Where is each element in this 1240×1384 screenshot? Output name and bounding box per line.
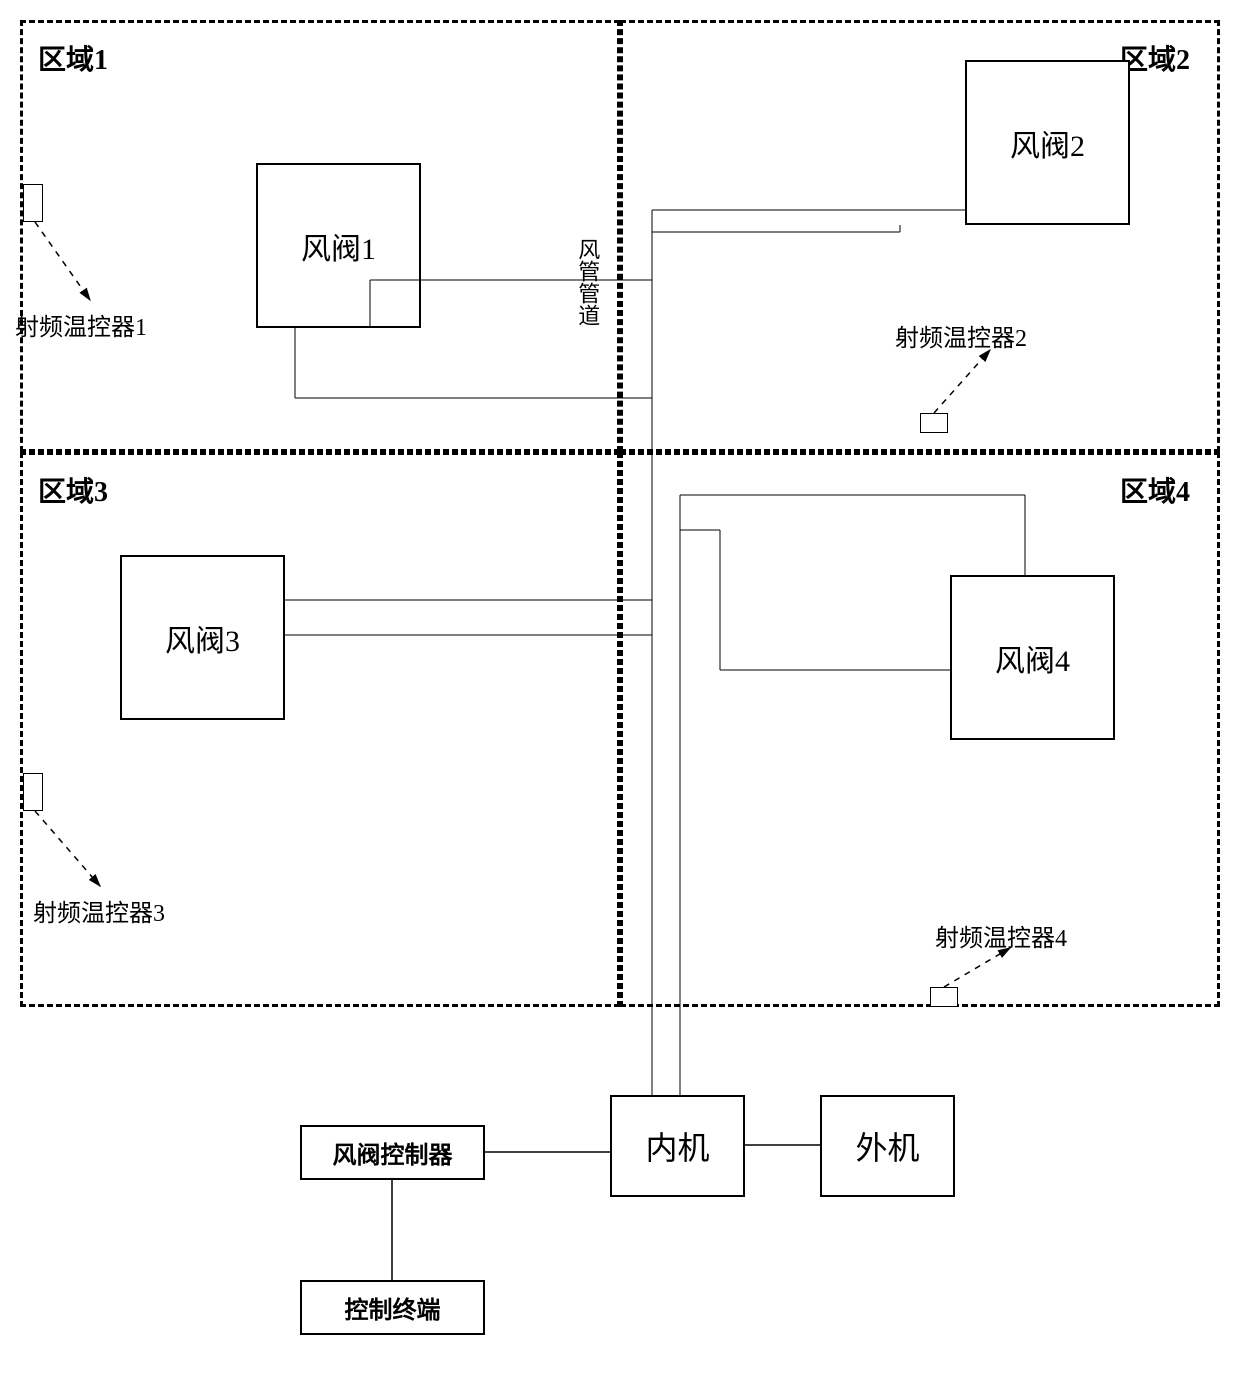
damper-3: 风阀3 — [120, 555, 285, 720]
zone-2-label: 区域2 — [1120, 38, 1190, 78]
damper-4-label: 风阀4 — [995, 636, 1070, 680]
damper-2: 风阀2 — [965, 60, 1130, 225]
duct-label: 风管管道 — [575, 238, 599, 331]
duct-label-text: 风管管道 — [575, 238, 600, 326]
zone-4 — [620, 452, 1220, 1007]
damper-2-label: 风阀2 — [1010, 121, 1085, 165]
thermostat-2-sensor — [920, 413, 948, 433]
thermostat-1-sensor — [23, 184, 43, 222]
thermostat-4-sensor — [930, 987, 958, 1007]
thermostat-1-label: 射频温控器1 — [15, 307, 147, 342]
zone-3-label: 区域3 — [38, 470, 108, 510]
diagram-canvas: 区域1 区域2 区域3 区域4 风阀1 风阀2 风阀3 风阀4 射频温控器1 射… — [0, 0, 1240, 1384]
control-terminal: 控制终端 — [300, 1280, 485, 1335]
control-terminal-label: 控制终端 — [345, 1290, 441, 1325]
damper-1-label: 风阀1 — [301, 224, 376, 268]
damper-controller: 风阀控制器 — [300, 1125, 485, 1180]
zone-1-label: 区域1 — [38, 38, 108, 78]
thermostat-2-label: 射频温控器2 — [895, 318, 1027, 353]
outdoor-unit-label: 外机 — [855, 1123, 919, 1169]
indoor-unit-label: 内机 — [645, 1123, 709, 1169]
zone-4-label: 区域4 — [1120, 470, 1190, 510]
thermostat-4-label: 射频温控器4 — [935, 918, 1067, 953]
zone-2 — [620, 20, 1220, 452]
thermostat-3-sensor — [23, 773, 43, 811]
damper-3-label: 风阀3 — [165, 616, 240, 660]
thermostat-3-label: 射频温控器3 — [33, 893, 165, 928]
damper-controller-label: 风阀控制器 — [333, 1135, 453, 1170]
outdoor-unit: 外机 — [820, 1095, 955, 1197]
indoor-unit: 内机 — [610, 1095, 745, 1197]
damper-1: 风阀1 — [256, 163, 421, 328]
damper-4: 风阀4 — [950, 575, 1115, 740]
